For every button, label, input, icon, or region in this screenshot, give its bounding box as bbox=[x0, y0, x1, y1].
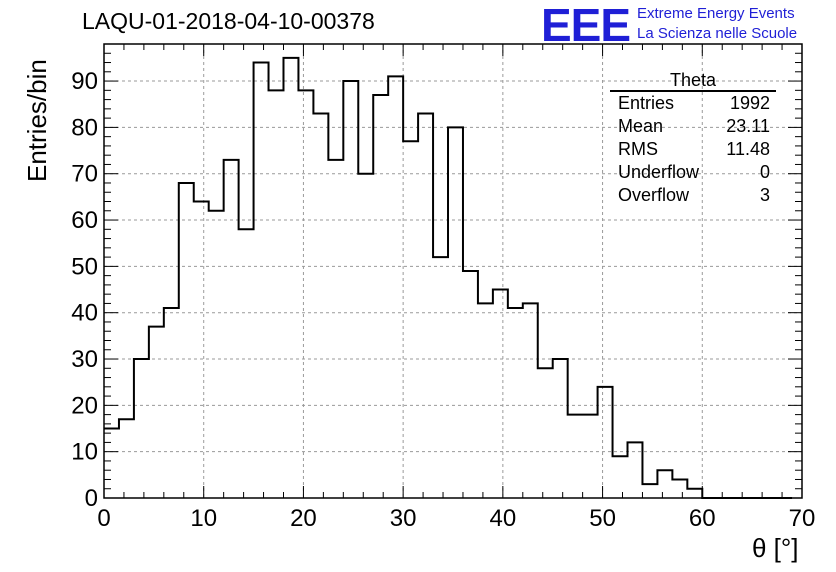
y-tick-label: 70 bbox=[71, 161, 98, 188]
y-axis-label: Entries/bin bbox=[22, 59, 52, 182]
eee-logo-caption: Extreme Energy Events La Scienza nelle S… bbox=[637, 4, 797, 44]
stats-label: Mean bbox=[618, 116, 664, 136]
histogram-bar bbox=[478, 303, 493, 498]
stats-box: Theta Entries 1992 Mean 23.11 RMS 11.48 Und… bbox=[610, 70, 776, 207]
y-tick-label: 90 bbox=[71, 68, 98, 95]
histogram-bar bbox=[418, 113, 433, 498]
histogram-bar bbox=[628, 442, 643, 498]
histogram-bar bbox=[343, 81, 358, 498]
stats-value: 3 bbox=[759, 185, 770, 205]
histogram-bar bbox=[642, 484, 657, 498]
x-tick-label: 0 bbox=[97, 505, 110, 532]
stats-value: 23.11 bbox=[726, 116, 770, 136]
stats-label: Overflow bbox=[618, 185, 690, 205]
histogram-bar bbox=[388, 76, 403, 498]
x-tick-label: 70 bbox=[789, 505, 816, 532]
histogram-bar bbox=[598, 387, 613, 498]
stats-value: 0 bbox=[759, 162, 770, 182]
histogram-bar bbox=[523, 303, 538, 498]
histogram-bar bbox=[373, 95, 388, 498]
logo-line-1: Extreme Energy Events bbox=[637, 5, 795, 22]
histogram-bar bbox=[313, 113, 328, 498]
histogram-bar bbox=[672, 479, 687, 498]
histogram-bar bbox=[239, 229, 254, 498]
stats-row: Overflow 3 bbox=[610, 184, 776, 207]
y-tick-label: 40 bbox=[71, 300, 98, 327]
stats-label: RMS bbox=[618, 139, 658, 159]
histogram-bar bbox=[149, 327, 164, 498]
stats-row: Mean 23.11 bbox=[610, 115, 776, 138]
histogram-bar bbox=[104, 429, 119, 498]
plot-frame bbox=[103, 43, 803, 499]
stats-label: Underflow bbox=[618, 162, 700, 182]
histogram-bar bbox=[403, 141, 418, 498]
stats-title: Theta bbox=[610, 70, 776, 92]
histogram-bar bbox=[164, 308, 179, 498]
y-tick-label: 60 bbox=[71, 207, 98, 234]
x-axis-label: θ [°] bbox=[752, 533, 799, 563]
histogram-bar bbox=[493, 290, 508, 498]
histogram-bar bbox=[657, 470, 672, 498]
histogram-bar bbox=[433, 257, 448, 498]
x-tick-label: 20 bbox=[290, 505, 317, 532]
histogram-bar bbox=[328, 160, 343, 498]
y-tick-label: 10 bbox=[71, 439, 98, 466]
x-tick-label: 10 bbox=[190, 505, 217, 532]
logo-line-2: La Scienza nelle Scuole bbox=[637, 25, 798, 42]
histogram-bar bbox=[179, 183, 194, 498]
histogram-bar bbox=[269, 90, 284, 498]
x-tick-label: 30 bbox=[390, 505, 417, 532]
histogram-bar bbox=[134, 359, 149, 498]
y-tick-label: 20 bbox=[71, 392, 98, 419]
histogram-bar bbox=[194, 202, 209, 498]
histogram-bar bbox=[508, 308, 523, 498]
y-tick-label: 50 bbox=[71, 253, 98, 280]
x-tick-label: 40 bbox=[490, 505, 517, 532]
y-tick-label: 30 bbox=[71, 346, 98, 373]
histogram-bar bbox=[553, 359, 568, 498]
y-tick-label: 0 bbox=[85, 485, 98, 512]
histogram-bar bbox=[298, 90, 313, 498]
stats-row: Underflow 0 bbox=[610, 161, 776, 184]
x-tick-label: 50 bbox=[589, 505, 616, 532]
x-tick-label: 60 bbox=[689, 505, 716, 532]
y-tick-label: 80 bbox=[71, 114, 98, 141]
stats-row: RMS 11.48 bbox=[610, 138, 776, 161]
histogram-bar bbox=[283, 58, 298, 498]
histogram-bar bbox=[119, 419, 134, 498]
histogram-bar bbox=[538, 368, 553, 498]
histogram-bar bbox=[209, 211, 224, 498]
histogram-title: LAQU-01-2018-04-10-00378 bbox=[82, 8, 375, 34]
histogram-bar bbox=[687, 489, 702, 498]
histogram-bar bbox=[613, 456, 628, 498]
histogram-bar bbox=[463, 271, 478, 498]
stats-value: 1992 bbox=[729, 93, 770, 113]
histogram-bar bbox=[358, 174, 373, 498]
histogram-bar bbox=[568, 415, 583, 498]
histogram-outline bbox=[104, 56, 793, 499]
stats-row: Entries 1992 bbox=[610, 92, 776, 115]
eee-logo: EEE bbox=[541, 0, 631, 51]
stats-label: Entries bbox=[618, 93, 675, 113]
stats-value: 11.48 bbox=[726, 139, 770, 159]
histogram-bar bbox=[583, 415, 598, 498]
histogram-bar bbox=[224, 160, 239, 498]
